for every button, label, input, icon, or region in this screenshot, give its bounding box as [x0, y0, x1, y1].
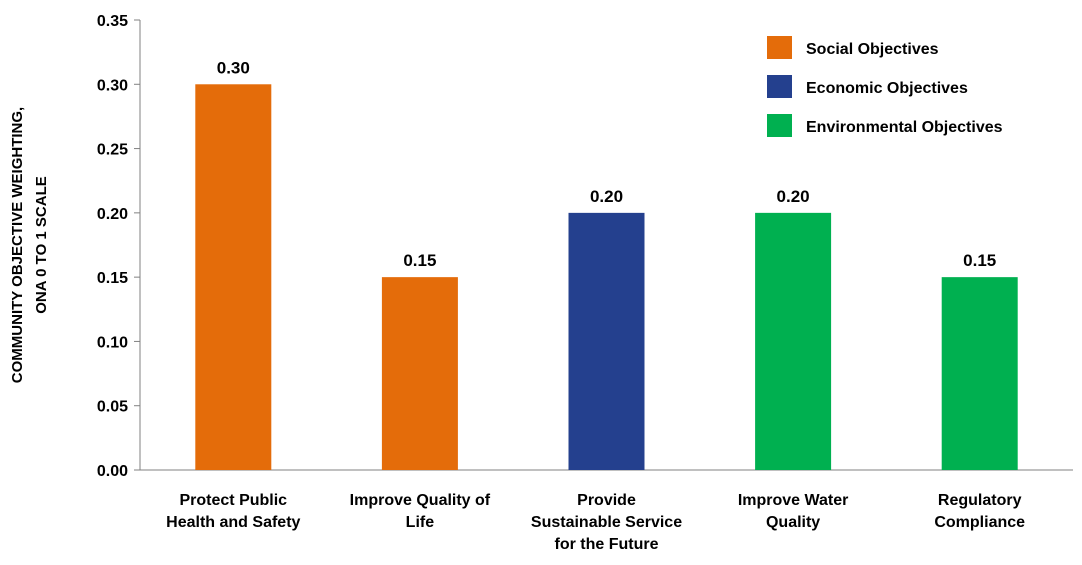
- legend-label: Economic Objectives: [806, 80, 968, 97]
- y-axis-title: COMMUNITY OBJECTIVE WEIGHTING, ONA 0 TO 1…: [9, 107, 50, 383]
- legend-label: Social Objectives: [806, 41, 939, 58]
- y-tick-label: 0.15: [97, 270, 128, 287]
- bar: [941, 277, 1018, 470]
- legend-swatch: [767, 75, 792, 98]
- x-axis-labels: Protect Public Health and Safety Improve Q…: [166, 492, 1025, 553]
- legend-swatch: [767, 36, 792, 59]
- y-tick-label: 0.20: [97, 206, 128, 223]
- x-category-label: Improve Water Quality: [738, 492, 849, 531]
- x-category-label: Improve Quality of Life: [350, 492, 491, 531]
- x-category-label: Protect Public Health and Safety: [166, 492, 300, 531]
- data-label: 0.20: [590, 187, 623, 206]
- y-tick-label: 0.25: [97, 142, 128, 159]
- y-tick-label: 0.30: [97, 77, 128, 94]
- x-category-label: Regulatory Compliance: [934, 492, 1025, 531]
- bar: [568, 212, 645, 470]
- data-label: 0.20: [777, 187, 810, 206]
- y-tick-label: 0.10: [97, 334, 128, 351]
- data-label: 0.15: [963, 251, 996, 270]
- y-axis-label: COMMUNITY OBJECTIVE WEIGHTING, ONA 0 TO 1…: [9, 107, 50, 383]
- bar: [381, 277, 458, 470]
- bar: [755, 212, 832, 470]
- legend-label: Environmental Objectives: [806, 119, 1003, 136]
- x-category-label: Provide Sustainable Service for the Future: [531, 492, 682, 553]
- bars: 0.30 0.15 0.20 0.20 0.15: [195, 58, 1018, 471]
- y-tick-label: 0.00: [97, 463, 128, 480]
- legend: Social Objectives Economic Objectives Envi…: [767, 36, 1003, 137]
- y-tick-label: 0.35: [97, 13, 128, 30]
- bar: [195, 84, 272, 471]
- axes: 0.00 0.05 0.10 0.15 0.20 0.25 0.30 0.35: [97, 13, 1073, 480]
- y-tick-label: 0.05: [97, 399, 128, 416]
- data-label: 0.15: [403, 251, 436, 270]
- legend-swatch: [767, 114, 792, 137]
- data-label: 0.30: [217, 58, 250, 77]
